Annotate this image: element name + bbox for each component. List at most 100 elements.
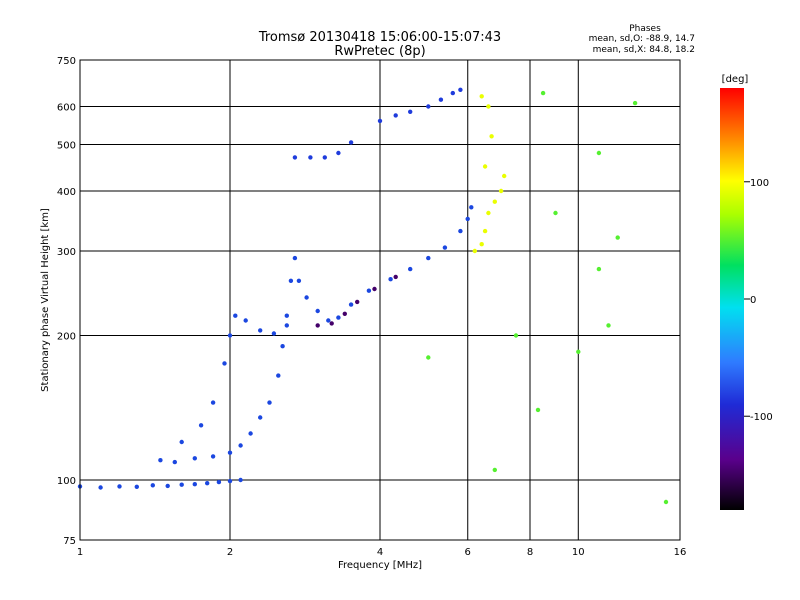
echo-point — [450, 90, 455, 96]
colorbar — [720, 88, 744, 510]
echo-point — [426, 255, 431, 261]
echo-point — [280, 344, 285, 349]
echo-point — [227, 478, 233, 484]
echo-point — [366, 288, 372, 293]
y-axis-label: Stationary phase Virtual Height [km] — [40, 208, 51, 392]
echo-point — [426, 104, 431, 109]
echo-point — [165, 483, 170, 489]
echo-point — [238, 443, 243, 448]
echo-point — [408, 266, 413, 272]
echo-point — [553, 210, 558, 216]
echo-point — [408, 109, 413, 115]
echo-point — [315, 323, 320, 328]
colorbar-label: [deg] — [722, 74, 749, 85]
echo-point — [372, 286, 377, 292]
echo-point — [458, 87, 463, 93]
echo-point — [393, 274, 398, 280]
echo-point — [216, 479, 222, 485]
echo-point — [486, 210, 491, 216]
y-tick-label: 300 — [57, 247, 76, 258]
echo-point — [576, 349, 581, 354]
echo-point — [469, 205, 474, 210]
chart-subtitle: RwPretec (8p) — [334, 44, 425, 59]
echo-point — [632, 100, 638, 106]
y-tick-label: 600 — [57, 103, 76, 114]
echo-point — [492, 467, 497, 473]
x-axis-label: Frequency [MHz] — [338, 560, 422, 571]
echo-point — [258, 415, 263, 420]
echo-point — [284, 313, 289, 318]
echo-point — [492, 199, 497, 204]
echo-point — [192, 456, 197, 461]
echo-point — [158, 458, 163, 463]
x-tick-labels: 1 2 4 6 8 10 16 — [77, 547, 687, 558]
x-tick-label: 4 — [377, 547, 383, 558]
y-tick-label: 100 — [57, 476, 76, 487]
y-tick-label: 500 — [57, 141, 76, 152]
echo-point — [308, 155, 313, 160]
echo-point — [479, 242, 484, 247]
echo-point — [205, 481, 210, 486]
echo-point — [304, 295, 309, 300]
echo-point — [329, 321, 334, 326]
echo-point — [482, 164, 488, 169]
echo-point — [438, 97, 444, 102]
echo-point — [150, 483, 155, 488]
colorbar-tick-label: -100 — [750, 412, 773, 423]
colorbar-ticks: 100 0 -100 — [744, 178, 773, 423]
plot-frame — [79, 59, 681, 541]
x-tick-label: 10 — [572, 547, 585, 558]
y-tick-label: 400 — [57, 187, 76, 198]
echo-point — [465, 216, 470, 222]
stats-heading: Phases — [629, 24, 661, 34]
echo-point — [198, 423, 204, 428]
y-tick-labels: 75 100 200 300 400 500 600 750 — [57, 56, 76, 547]
echo-point — [426, 355, 431, 360]
echo-point — [227, 450, 233, 455]
stats-o-line: mean, sd,O: -88.9, 14.7 — [589, 34, 695, 44]
echo-point — [486, 104, 491, 109]
echo-point — [606, 323, 611, 328]
echo-point — [442, 245, 448, 250]
echo-point — [117, 484, 122, 489]
echo-point — [179, 439, 184, 445]
echo-point — [355, 299, 360, 305]
echo-point — [498, 188, 504, 194]
echo-point — [479, 94, 484, 99]
chart-title: Tromsø 20130418 15:06:00-15:07:43 — [258, 30, 501, 45]
y-tick-label: 200 — [57, 332, 76, 343]
echo-point — [243, 318, 248, 323]
stats-x-line: mean, sd,X: 84.8, 18.2 — [593, 45, 695, 55]
echo-point — [596, 266, 602, 272]
grid-lines — [80, 60, 680, 540]
echo-point — [540, 90, 546, 96]
echo-point — [179, 482, 184, 487]
echo-point — [248, 431, 253, 436]
echo-point — [615, 235, 620, 240]
x-tick-label: 6 — [465, 547, 471, 558]
echo-point — [288, 278, 294, 283]
echo-point — [489, 134, 494, 139]
echo-point — [271, 331, 277, 336]
echo-point — [502, 173, 507, 179]
x-tick-label: 2 — [227, 547, 233, 558]
echo-point — [315, 308, 320, 314]
y-tick-label: 750 — [57, 56, 76, 67]
x-tick-label: 8 — [527, 547, 533, 558]
echo-point — [98, 485, 103, 490]
echo-point — [336, 150, 341, 156]
colorbar-tick-label: 100 — [750, 178, 769, 189]
echo-point — [472, 248, 477, 254]
echo-point — [482, 228, 488, 234]
echo-point — [296, 278, 302, 283]
echo-point — [513, 333, 519, 338]
echo-point — [192, 482, 197, 487]
echo-point — [276, 373, 281, 378]
echo-point — [238, 477, 243, 483]
echo-point — [535, 407, 541, 413]
echo-point — [596, 150, 602, 156]
echo-point — [348, 302, 354, 307]
echo-point — [393, 113, 398, 118]
echo-point — [258, 328, 263, 333]
